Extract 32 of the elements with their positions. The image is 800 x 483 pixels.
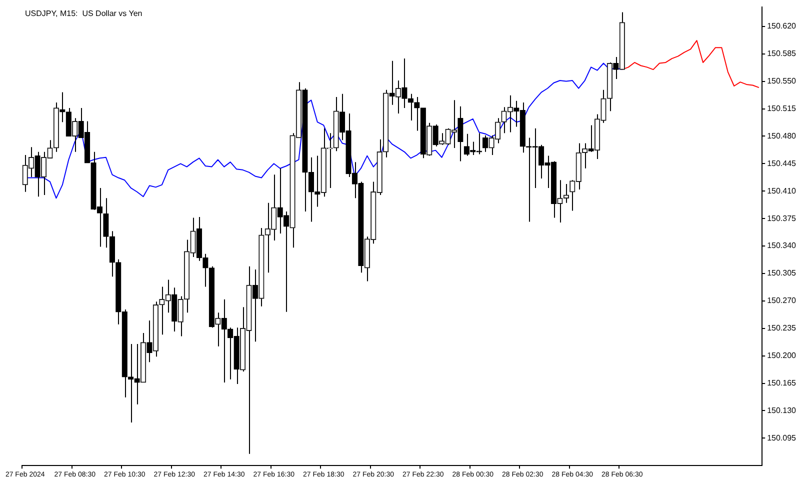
y-tick-label: 150.445 xyxy=(767,158,797,168)
y-tick-label: 150.515 xyxy=(767,104,797,113)
candlestick xyxy=(252,269,258,342)
candlestick xyxy=(482,134,488,152)
y-tick-label: 150.550 xyxy=(767,76,797,86)
candlestick xyxy=(432,124,438,147)
y-tick-label: 150.095 xyxy=(767,433,797,442)
y-tick-label: 150.270 xyxy=(767,296,797,306)
y-tick-label: 150.235 xyxy=(767,324,797,333)
candlestick xyxy=(458,106,464,162)
candlestick xyxy=(588,124,594,152)
y-tick-label: 150.130 xyxy=(767,406,797,415)
chart-title: USDJPY, M15: US Dollar vs Yen xyxy=(25,9,142,18)
y-tick-label: 150.200 xyxy=(767,351,797,360)
y-tick-label: 150.340 xyxy=(767,241,797,250)
candlestick xyxy=(408,93,414,122)
candlestick xyxy=(402,58,408,108)
y-tick-label: 150.305 xyxy=(767,268,797,278)
y-tick-label: 150.480 xyxy=(767,131,797,140)
y-tick-label: 150.585 xyxy=(767,49,797,58)
candlestick xyxy=(613,56,619,80)
y-tick-label: 150.375 xyxy=(767,214,797,223)
candlestick xyxy=(34,151,40,198)
candlestick xyxy=(103,198,109,248)
candlestick xyxy=(389,60,395,106)
candlestick xyxy=(146,320,152,363)
candlestick xyxy=(60,92,66,123)
y-tick-label: 150.165 xyxy=(767,378,797,388)
y-tick-label: 150.410 xyxy=(767,186,797,196)
y-tick-label: 150.620 xyxy=(767,22,797,31)
candlestick xyxy=(66,107,72,137)
candlestick xyxy=(414,96,420,132)
